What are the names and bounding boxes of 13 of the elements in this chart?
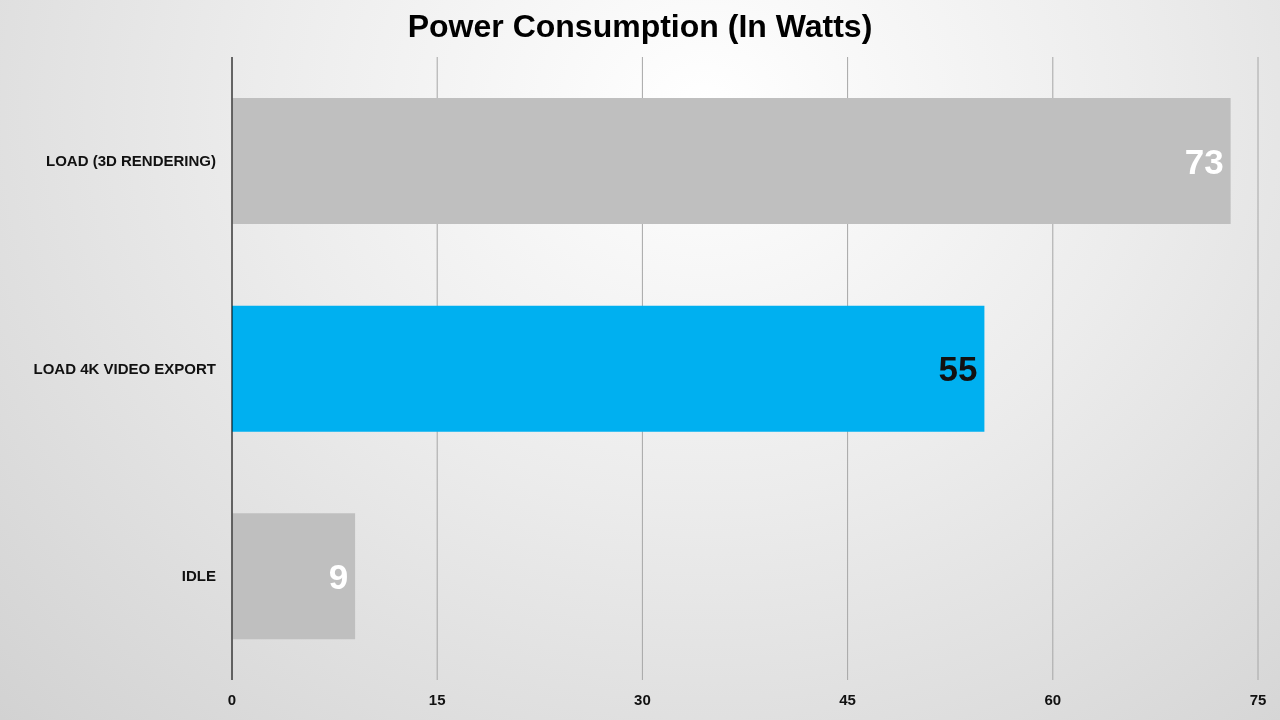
x-tick-label: 45	[839, 690, 856, 708]
data-label: 73	[1184, 141, 1224, 181]
x-tick-label: 0	[227, 690, 237, 708]
x-tick-label: 30	[634, 690, 651, 708]
data-label: 9	[328, 556, 349, 596]
y-tick-label: LOAD 4K VIDEO EXPORT	[33, 359, 216, 377]
y-tick-label: LOAD (3D RENDERING)	[45, 152, 216, 170]
x-tick-label: 15	[428, 690, 446, 708]
x-tick-label: 60	[1044, 690, 1062, 708]
y-tick-label: IDLE	[181, 567, 216, 585]
x-tick-label: 75	[1249, 690, 1267, 708]
data-label: 55	[938, 349, 978, 389]
chart-title: Power Consumption (In Watts)	[406, 7, 874, 46]
